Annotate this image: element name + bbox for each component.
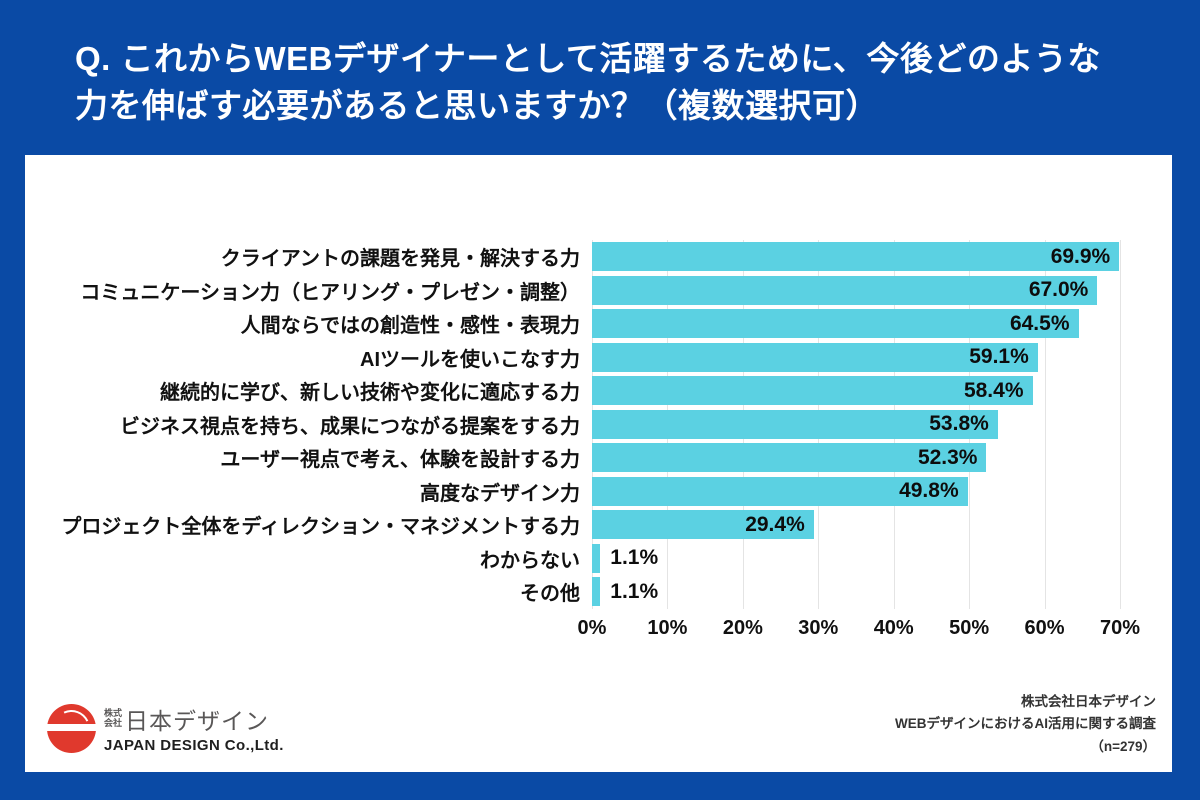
x-tick-label: 0% (577, 616, 607, 639)
bar-track: 1.1% (592, 577, 1120, 607)
category-label: 高度なデザイン力 (420, 482, 580, 505)
value-label: 59.1% (969, 345, 1029, 369)
bar: 49.8% (592, 476, 968, 506)
logo-name-en: JAPAN DESIGN Co.,Ltd. (104, 737, 284, 754)
value-label: 1.1% (610, 546, 659, 570)
chart-row: 高度なデザイン力 49.8% (25, 475, 1172, 509)
source-line-survey: WEBデザインにおけるAI活用に関する調査 (895, 716, 1156, 732)
x-tick-label: 10% (647, 616, 688, 639)
chart-row: その他 1.1% (25, 575, 1172, 609)
bar: 64.5% (592, 309, 1079, 339)
logo-stripe-shape (45, 723, 98, 731)
bar-track: 49.8% (592, 476, 1120, 506)
value-label: 69.9% (1050, 244, 1111, 268)
bar: 69.9% (592, 242, 1120, 272)
chart-row: わからない 1.1% (25, 542, 1172, 576)
bar: 52.3% (592, 443, 987, 473)
bar-track: 53.8% (592, 409, 1120, 439)
value-label: 58.4% (963, 378, 1024, 402)
chart-rows: クライアントの課題を発見・解決する力 69.9% コミュニケーション力（ヒアリング・… (25, 240, 1172, 609)
chart-card: クライアントの課題を発見・解決する力 69.9% コミュニケーション力（ヒアリング・… (25, 155, 1172, 772)
logo-company-prefix: 株式 会社 (104, 708, 123, 728)
company-logo: 株式 会社 日本デザイン JAPAN DESIGN Co.,Ltd. (45, 702, 284, 758)
bar: 58.4% (592, 376, 1033, 406)
value-label: 29.4% (745, 512, 805, 536)
source-line-company: 株式会社日本デザイン (1021, 694, 1156, 710)
value-label: 67.0% (1028, 278, 1089, 302)
category-label: 人間ならではの創造性・感性・表現力 (240, 315, 580, 338)
bar-track: 58.4% (592, 376, 1120, 406)
value-label: 49.8% (899, 479, 959, 503)
category-label: コミュニケーション力（ヒアリング・プレゼン・調整） (80, 281, 580, 304)
x-tick-label: 70% (1099, 616, 1141, 639)
chart-row: ビジネス視点を持ち、成果につながる提案をする力 53.8% (25, 408, 1172, 442)
bar: 59.1% (592, 342, 1038, 372)
category-label: わからない (480, 549, 580, 572)
category-label: 継続的に学び、新しい技術や変化に適応する力 (160, 382, 580, 405)
value-label: 1.1% (610, 579, 659, 603)
chart-row: クライアントの課題を発見・解決する力 69.9% (25, 240, 1172, 274)
gridline (1120, 240, 1121, 609)
chart-row: プロジェクト全体をディレクション・マネジメントする力 29.4% (25, 508, 1172, 542)
chart-row: AIツールを使いこなす力 59.1% (25, 341, 1172, 375)
bar: 53.8% (592, 409, 998, 439)
x-axis: 0% 10% 20% 30% 40% 50% 60% 70% (578, 609, 1140, 645)
bar (592, 543, 601, 573)
bar-chart: クライアントの課題を発見・解決する力 69.9% コミュニケーション力（ヒアリング・… (25, 240, 1172, 645)
bar-track: 1.1% (592, 543, 1120, 573)
x-tick-label: 40% (873, 616, 914, 639)
plot-area: クライアントの課題を発見・解決する力 69.9% コミュニケーション力（ヒアリング・… (25, 240, 1172, 609)
chart-row: コミュニケーション力（ヒアリング・プレゼン・調整） 67.0% (25, 274, 1172, 308)
bar: 67.0% (592, 275, 1098, 305)
survey-source: 株式会社日本デザイン WEBデザインにおけるAI活用に関する調査 （n=279） (895, 691, 1158, 758)
question-title-line2: 力を伸ばす必要があると思いますか？（複数選択可） (75, 86, 879, 124)
x-tick-label: 60% (1024, 616, 1065, 639)
category-label: プロジェクト全体をディレクション・マネジメントする力 (61, 516, 580, 539)
chart-row: 継続的に学び、新しい技術や変化に適応する力 58.4% (25, 374, 1172, 408)
x-tick-label: 30% (798, 616, 839, 639)
chart-row: 人間ならではの創造性・感性・表現力 64.5% (25, 307, 1172, 341)
question-title-line1: Q. これからWEBデザイナーとして活躍するために、今後どのような (75, 40, 1101, 77)
bar-track: 67.0% (592, 275, 1120, 305)
card-footer: 株式 会社 日本デザイン JAPAN DESIGN Co.,Ltd. 株式会社日… (25, 691, 1172, 772)
value-label: 64.5% (1009, 311, 1070, 335)
bar-track: 59.1% (592, 342, 1120, 372)
bar-track: 69.9% (592, 242, 1120, 272)
category-label: ビジネス視点を持ち、成果につながる提案をする力 (120, 415, 580, 438)
bar-track: 52.3% (592, 443, 1120, 473)
category-label: クライアントの課題を発見・解決する力 (220, 248, 580, 271)
x-tick-label: 50% (949, 616, 990, 639)
source-line-n: （n=279） (1090, 738, 1156, 754)
logo-text: 株式 会社 日本デザイン JAPAN DESIGN Co.,Ltd. (104, 702, 284, 754)
category-label: AIツールを使いこなす力 (360, 348, 580, 371)
x-tick-label: 20% (722, 616, 763, 639)
logo-name-jp: 日本デザイン (125, 708, 270, 734)
question-header: Q. これからWEBデザイナーとして活躍するために、今後どのような 力を伸ばす必… (0, 0, 1200, 155)
category-label: ユーザー視点で考え、体験を設計する力 (220, 449, 580, 472)
value-label: 53.8% (929, 412, 989, 436)
bar-track: 29.4% (592, 510, 1120, 540)
bar-track: 64.5% (592, 309, 1120, 339)
chart-row: ユーザー視点で考え、体験を設計する力 52.3% (25, 441, 1172, 475)
gridline (1044, 240, 1046, 609)
category-label: その他 (520, 583, 580, 606)
bar (592, 577, 601, 607)
bar: 29.4% (592, 510, 814, 540)
japan-design-logo-icon (45, 703, 98, 753)
value-label: 52.3% (917, 445, 978, 469)
